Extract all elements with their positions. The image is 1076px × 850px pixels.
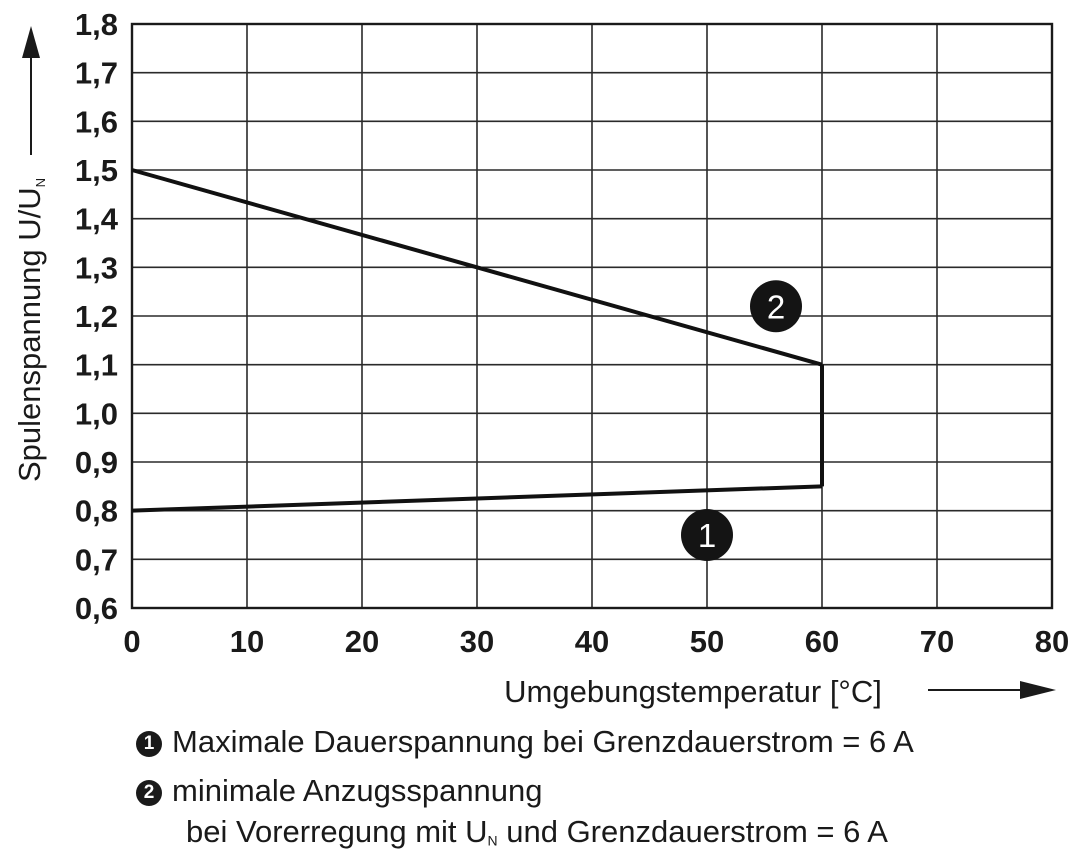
annotations: 12 <box>681 280 802 561</box>
x-tick-label: 60 <box>805 624 839 659</box>
y-tick-label: 1,7 <box>75 56 118 91</box>
y-tick-label: 1,6 <box>75 104 118 139</box>
y-tick-labels: 0,6 0,7 0,8 0,9 1,0 1,1 1,2 1,3 1,4 1,5 1,6 1,7 1,8 <box>75 7 119 626</box>
y-axis-label: Spulenspannung U/UN <box>12 178 48 482</box>
y-axis-label-group: Spulenspannung U/UN <box>12 26 48 482</box>
legend-item-1: 1 Maximale Dauerspannung bei Grenzdauerst… <box>136 724 914 760</box>
y-tick-label: 1,5 <box>75 153 118 188</box>
x-tick-label: 30 <box>460 624 494 659</box>
series-line-1 <box>131 484 823 513</box>
series-line-2 <box>131 168 823 367</box>
legend-marker-2: 2 <box>136 780 162 806</box>
y-axis-arrow-head <box>22 26 40 58</box>
y-tick-label: 0,8 <box>75 494 118 529</box>
y-tick-label: 1,2 <box>75 299 118 334</box>
grid <box>131 23 1053 609</box>
legend-item-2-line2-post: und Grenzdauerstrom = 6 A <box>497 814 888 849</box>
chart-svg: 0,60,70,80,91,01,11,21,31,41,51,61,71,8 … <box>12 7 1069 709</box>
plot-border <box>130 22 1054 610</box>
x-tick-label: 70 <box>920 624 954 659</box>
legend-item-2-line1: minimale Anzugsspannung <box>172 773 543 808</box>
y-tick-label: 1,0 <box>75 396 118 431</box>
x-axis-label-group: Umgebungstemperatur [°C] <box>504 674 1056 709</box>
legend-item-2-continued: bei Vorerregung mit UN und Grenzdauerstr… <box>186 814 888 850</box>
x-tick-label: 50 <box>690 624 724 659</box>
legend-marker-1: 1 <box>136 731 162 757</box>
series-lines <box>131 168 824 513</box>
y-tick-label: 0,6 <box>75 591 118 626</box>
x-axis-arrow-head <box>1020 681 1056 699</box>
x-axis-label: Umgebungstemperatur [°C] <box>504 674 882 709</box>
legend-item-2: 2 minimale Anzugsspannung <box>136 773 543 809</box>
legend-item-2-line2-pre: bei Vorerregung mit U <box>186 814 488 849</box>
y-tick-label: 1,3 <box>75 250 118 285</box>
legend-item-1-text: Maximale Dauerspannung bei Grenzdauerstr… <box>172 724 914 759</box>
x-tick-label: 10 <box>230 624 264 659</box>
y-tick-label: 1,8 <box>75 7 118 42</box>
y-tick-label: 1,1 <box>75 348 118 383</box>
x-tick-label: 20 <box>345 624 379 659</box>
x-tick-label: 80 <box>1035 624 1069 659</box>
annotation-marker-2 <box>750 280 802 333</box>
annotation-label-2: 2 <box>767 288 785 325</box>
x-tick-labels: 0 10 20 30 40 50 60 70 80 <box>123 624 1069 659</box>
legend-item-2-line2-sub: N <box>487 832 498 849</box>
x-tick-label: 0 <box>123 624 140 659</box>
annotation-marker-1 <box>681 509 733 561</box>
y-axis-label-subscript: N <box>33 178 48 187</box>
x-tick-label: 40 <box>575 624 609 659</box>
plot-frame <box>130 22 1054 610</box>
y-tick-label: 0,9 <box>75 445 118 480</box>
annotation-label-1: 1 <box>698 517 716 554</box>
y-tick-label: 0,7 <box>75 542 118 577</box>
y-tick-label: 1,4 <box>75 202 119 237</box>
